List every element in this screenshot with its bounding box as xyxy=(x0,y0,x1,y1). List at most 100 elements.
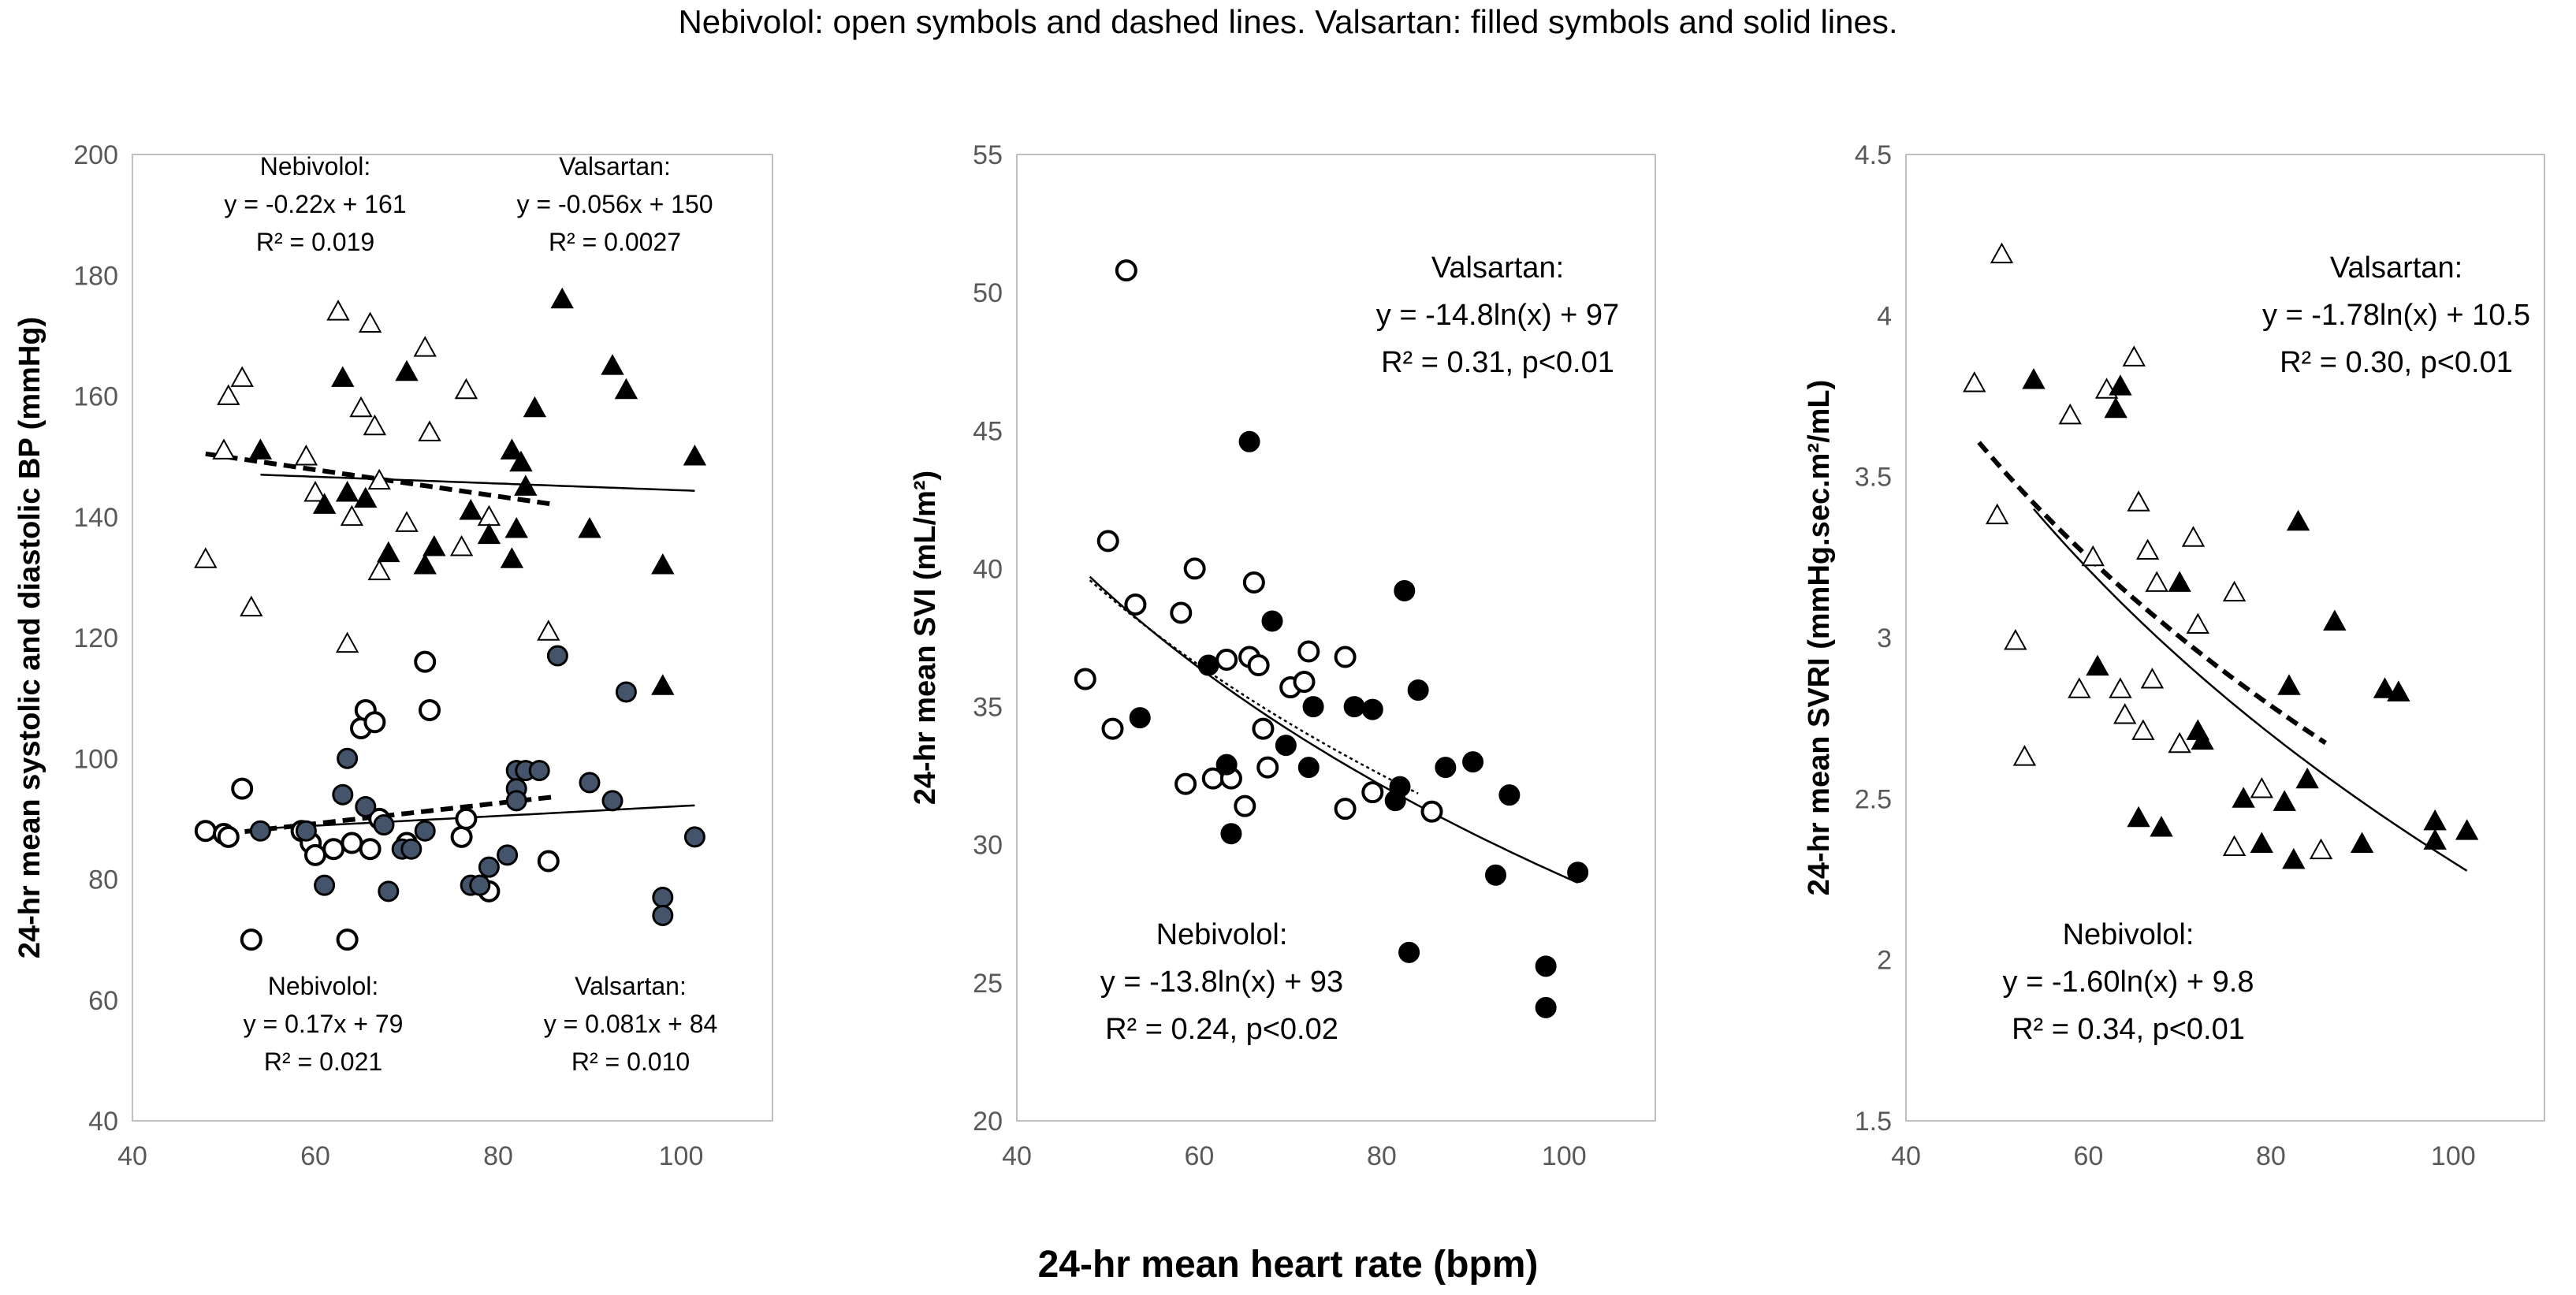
data-point xyxy=(1234,794,1256,817)
data-point xyxy=(312,493,337,514)
data-point xyxy=(550,287,574,309)
trendline xyxy=(1977,441,2327,746)
data-point xyxy=(504,517,528,538)
data-point xyxy=(1334,646,1357,668)
data-point xyxy=(355,796,377,818)
data-point xyxy=(1567,861,1589,884)
data-point xyxy=(2109,374,2132,396)
data-point xyxy=(194,547,218,568)
x-tick-label: 80 xyxy=(483,1141,513,1171)
data-point xyxy=(1334,798,1357,821)
data-point xyxy=(683,445,707,466)
y-tick-label: 40 xyxy=(973,554,1003,584)
data-point xyxy=(2387,680,2410,701)
data-point xyxy=(249,820,271,842)
data-point xyxy=(2058,403,2082,425)
data-point xyxy=(331,366,355,387)
plot-frame xyxy=(1905,154,2545,1122)
data-point xyxy=(450,825,473,848)
data-point xyxy=(314,874,336,896)
trendline xyxy=(260,474,695,492)
plot-frame xyxy=(132,154,773,1122)
data-point xyxy=(601,790,624,812)
x-tick-label: 80 xyxy=(1367,1141,1397,1171)
data-point xyxy=(2127,806,2150,828)
data-point xyxy=(500,547,524,568)
annotation-text: y = -0.22x + 161 xyxy=(224,190,406,218)
data-point xyxy=(1129,707,1151,729)
data-point xyxy=(240,595,263,617)
data-point xyxy=(400,838,423,860)
data-point xyxy=(2086,654,2109,676)
data-point xyxy=(2282,847,2306,869)
data-point xyxy=(1252,717,1275,740)
data-point xyxy=(217,384,240,405)
data-point xyxy=(1275,735,1297,757)
y-tick-label: 2.5 xyxy=(1855,784,1892,814)
data-point xyxy=(537,850,560,873)
data-point xyxy=(2022,368,2046,389)
y-tick-label: 1.5 xyxy=(1855,1107,1892,1137)
data-point xyxy=(1074,668,1096,690)
data-point xyxy=(1238,430,1260,452)
data-point xyxy=(335,631,359,653)
annotation-text: R² = 0.34, p<0.01 xyxy=(2012,1013,2245,1046)
data-point xyxy=(578,517,601,538)
annotation-text: y = -1.60ln(x) + 9.8 xyxy=(2003,966,2254,999)
trendline xyxy=(2033,508,2468,872)
data-point xyxy=(341,832,363,854)
chart-panels: 40 60 80 100 40 60 80 100 120 140 160 180 200 24-hr m… xyxy=(13,140,2545,1171)
annotation-text: R² = 0.0027 xyxy=(549,228,681,256)
data-point xyxy=(1407,679,1429,701)
data-point xyxy=(449,535,474,556)
data-point xyxy=(1498,784,1521,806)
data-point xyxy=(2323,609,2347,631)
data-point xyxy=(230,366,254,387)
data-point xyxy=(1170,601,1193,624)
data-point xyxy=(212,438,236,460)
annotation-text: Nebivolol: xyxy=(260,152,371,180)
y-tick-label: 160 xyxy=(73,382,118,412)
data-point xyxy=(2295,767,2319,789)
data-point xyxy=(523,396,547,418)
x-tick-label: 60 xyxy=(2074,1141,2104,1171)
annotation-text: R² = 0.021 xyxy=(264,1048,382,1076)
data-point xyxy=(413,553,437,575)
y-tick-label: 55 xyxy=(973,140,1003,170)
trendline xyxy=(260,804,695,830)
data-point xyxy=(1261,610,1283,632)
figure-caption: Nebivolol: open symbols and dashed lines… xyxy=(678,3,1897,40)
data-point xyxy=(217,825,240,848)
data-point xyxy=(326,300,350,321)
data-point xyxy=(1124,593,1147,616)
data-point xyxy=(349,396,373,418)
y-tick-label: 45 xyxy=(973,416,1003,446)
chart-panel-2: 40 60 80 100 20 25 30 35 40 45 50 55 24-hr mean SVI … xyxy=(909,140,1656,1171)
data-point xyxy=(304,843,326,866)
annotation-text: R² = 0.019 xyxy=(256,228,374,256)
x-tick-label: 100 xyxy=(1542,1141,1587,1171)
data-point xyxy=(1256,756,1279,779)
x-tick-label: 40 xyxy=(1002,1141,1032,1171)
data-point xyxy=(295,820,317,842)
data-point xyxy=(2012,745,2037,766)
data-point xyxy=(2145,571,2168,592)
data-point xyxy=(395,511,419,532)
data-point xyxy=(2122,345,2146,367)
data-point xyxy=(579,772,601,794)
data-point xyxy=(2109,677,2132,698)
y-tick-label: 180 xyxy=(73,261,118,291)
data-point xyxy=(322,838,345,861)
data-point xyxy=(340,504,364,527)
annotation-text: y = 0.081x + 84 xyxy=(544,1010,718,1038)
data-point xyxy=(358,311,382,333)
data-point xyxy=(332,783,354,806)
y-tick-label: 200 xyxy=(73,140,118,170)
annotation-text: Nebivolol: xyxy=(2063,918,2194,951)
data-point xyxy=(1343,696,1365,718)
data-point xyxy=(1435,757,1457,779)
annotation-text: Valsartan: xyxy=(2330,251,2462,285)
data-point xyxy=(2222,580,2247,602)
data-point xyxy=(1297,757,1320,779)
